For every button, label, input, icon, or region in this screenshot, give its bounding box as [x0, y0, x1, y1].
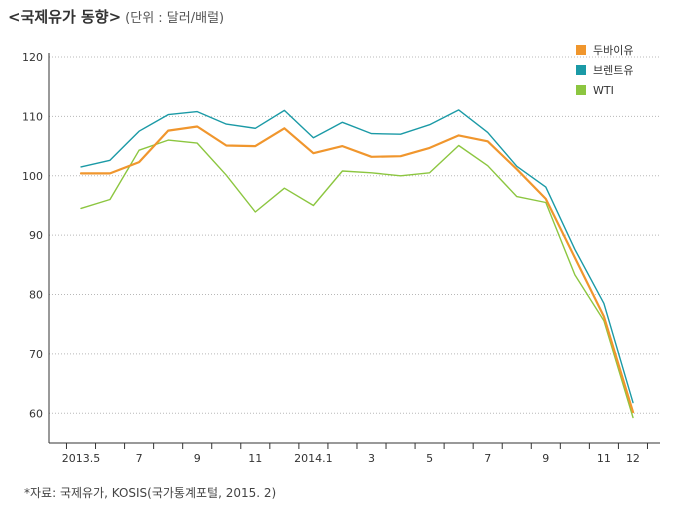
unit-label: (단위 : 달러/배럴) [125, 11, 225, 26]
legend-swatch-1 [576, 65, 586, 75]
chart-title: <국제유가 동향> (단위 : 달러/배럴) [8, 6, 224, 27]
x-tick-label: 9 [194, 452, 201, 465]
y-tick-label: 90 [29, 229, 43, 242]
y-tick-label: 60 [29, 407, 43, 420]
legend-swatch-0 [576, 45, 586, 55]
series-line-1 [80, 109, 634, 404]
x-tick-label: 7 [136, 452, 143, 465]
chart-title-text: <국제유가 동향> [8, 8, 122, 26]
x-tick-label: 7 [484, 452, 491, 465]
series-line-0 [79, 125, 635, 414]
x-tick-label: 11 [597, 452, 611, 465]
x-tick-label: 2014.1 [294, 452, 333, 465]
x-tick-label: 5 [426, 452, 433, 465]
y-tick-label: 70 [29, 348, 43, 361]
x-tick-label: 11 [248, 452, 262, 465]
y-tick-label: 120 [22, 51, 43, 64]
legend-swatch-2 [576, 85, 586, 95]
y-tick-label: 110 [22, 110, 43, 123]
y-tick-label: 80 [29, 289, 43, 302]
legend-label-1: 브렌트유 [593, 64, 633, 77]
x-tick-label: 2013.5 [62, 452, 101, 465]
source-footnote: *자료: 국제유가, KOSIS(국가통계포털, 2015. 2) [24, 486, 277, 500]
x-tick-label: 9 [542, 452, 549, 465]
x-tick-label: 12 [626, 452, 640, 465]
legend-label-0: 두바이유 [593, 44, 633, 57]
x-tick-label: 3 [368, 452, 375, 465]
series-line-2 [80, 139, 634, 419]
y-tick-label: 100 [22, 170, 43, 183]
legend-label-2: WTI [593, 84, 614, 97]
